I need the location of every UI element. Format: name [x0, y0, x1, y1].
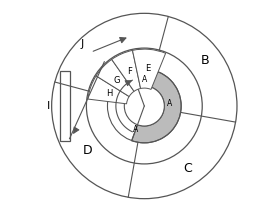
Wedge shape: [96, 59, 134, 96]
Bar: [60, 71, 70, 141]
Text: E: E: [145, 64, 150, 73]
Text: I: I: [47, 101, 50, 111]
Text: G: G: [114, 76, 120, 85]
Text: B: B: [201, 54, 209, 67]
Text: H: H: [106, 89, 112, 98]
Text: D: D: [83, 144, 93, 157]
Text: C: C: [184, 162, 192, 175]
Text: J: J: [81, 39, 84, 49]
Wedge shape: [112, 50, 140, 91]
Text: F: F: [127, 67, 132, 76]
Text: A: A: [142, 75, 147, 84]
Circle shape: [124, 86, 164, 126]
Text: A: A: [167, 99, 172, 108]
Wedge shape: [132, 69, 181, 143]
Wedge shape: [88, 76, 129, 104]
Text: A: A: [133, 125, 138, 134]
Wedge shape: [132, 49, 166, 89]
